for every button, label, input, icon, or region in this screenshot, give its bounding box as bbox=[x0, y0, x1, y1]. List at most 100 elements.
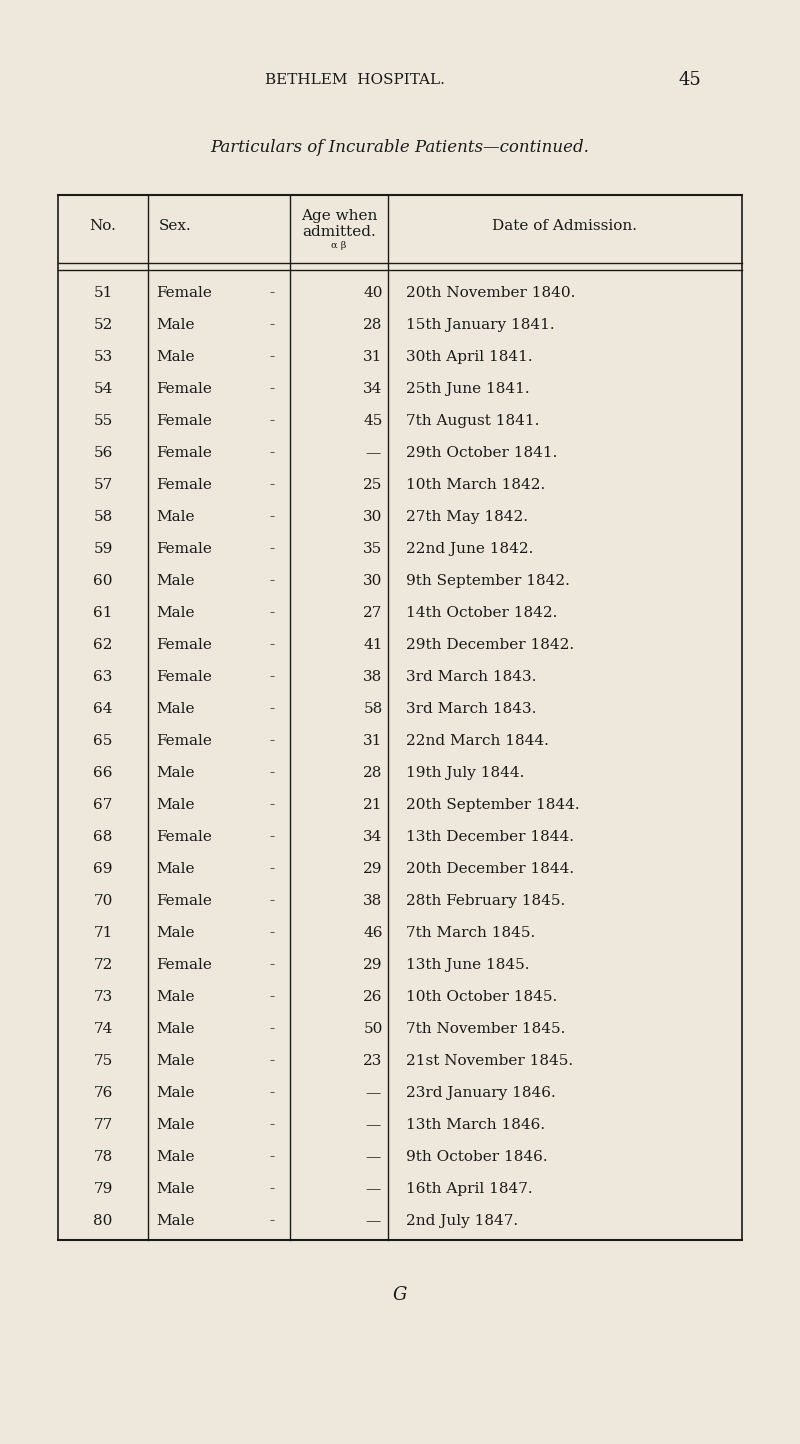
Text: 58: 58 bbox=[363, 702, 382, 716]
Text: -: - bbox=[270, 318, 274, 332]
Text: 51: 51 bbox=[94, 286, 113, 300]
Text: 20th September 1844.: 20th September 1844. bbox=[406, 797, 580, 812]
Text: 56: 56 bbox=[94, 446, 113, 459]
Text: Male: Male bbox=[156, 1181, 194, 1196]
Text: 13th March 1846.: 13th March 1846. bbox=[406, 1118, 545, 1132]
Text: -: - bbox=[270, 542, 274, 556]
Text: Age when: Age when bbox=[301, 208, 377, 222]
Text: —: — bbox=[366, 446, 381, 459]
Text: Male: Male bbox=[156, 1213, 194, 1227]
Text: Date of Admission.: Date of Admission. bbox=[493, 218, 638, 232]
Text: 78: 78 bbox=[94, 1149, 113, 1164]
Text: -: - bbox=[270, 670, 274, 683]
Text: Female: Female bbox=[156, 670, 212, 683]
Text: Male: Male bbox=[156, 1086, 194, 1100]
Text: Female: Female bbox=[156, 957, 212, 972]
Text: 25: 25 bbox=[363, 478, 382, 491]
Text: 45: 45 bbox=[678, 71, 702, 90]
Text: 23: 23 bbox=[363, 1054, 382, 1067]
Text: α β: α β bbox=[331, 241, 346, 250]
Text: admitted.: admitted. bbox=[302, 225, 376, 238]
Text: G: G bbox=[393, 1287, 407, 1304]
Text: Female: Female bbox=[156, 638, 212, 651]
Text: 80: 80 bbox=[94, 1213, 113, 1227]
Text: Female: Female bbox=[156, 446, 212, 459]
Text: -: - bbox=[270, 1213, 274, 1227]
Text: -: - bbox=[270, 349, 274, 364]
Text: -: - bbox=[270, 1149, 274, 1164]
Text: 77: 77 bbox=[94, 1118, 113, 1132]
Text: 70: 70 bbox=[94, 894, 113, 908]
Text: 52: 52 bbox=[94, 318, 113, 332]
Text: 29th October 1841.: 29th October 1841. bbox=[406, 446, 558, 459]
Text: 38: 38 bbox=[363, 894, 382, 908]
Text: 27: 27 bbox=[363, 605, 382, 619]
Text: -: - bbox=[270, 381, 274, 396]
Text: 31: 31 bbox=[363, 734, 382, 748]
Text: -: - bbox=[270, 510, 274, 524]
Text: 15th January 1841.: 15th January 1841. bbox=[406, 318, 554, 332]
Text: Female: Female bbox=[156, 381, 212, 396]
Text: -: - bbox=[270, 573, 274, 588]
Text: 13th December 1844.: 13th December 1844. bbox=[406, 830, 574, 843]
Text: 50: 50 bbox=[363, 1022, 382, 1035]
Text: 73: 73 bbox=[94, 989, 113, 1004]
Text: -: - bbox=[270, 1118, 274, 1132]
Text: -: - bbox=[270, 1054, 274, 1067]
Text: 72: 72 bbox=[94, 957, 113, 972]
Text: 64: 64 bbox=[94, 702, 113, 716]
Text: 29: 29 bbox=[363, 957, 382, 972]
Text: 3rd March 1843.: 3rd March 1843. bbox=[406, 670, 536, 683]
Text: 26: 26 bbox=[363, 989, 382, 1004]
Text: 46: 46 bbox=[363, 926, 382, 940]
Text: 57: 57 bbox=[94, 478, 113, 491]
Text: 27th May 1842.: 27th May 1842. bbox=[406, 510, 528, 524]
Text: 10th October 1845.: 10th October 1845. bbox=[406, 989, 558, 1004]
Text: Male: Male bbox=[156, 318, 194, 332]
Text: 79: 79 bbox=[94, 1181, 113, 1196]
Text: Female: Female bbox=[156, 286, 212, 300]
Text: 54: 54 bbox=[94, 381, 113, 396]
Text: 28: 28 bbox=[363, 318, 382, 332]
Text: 53: 53 bbox=[94, 349, 113, 364]
Text: Female: Female bbox=[156, 734, 212, 748]
Text: —: — bbox=[366, 1213, 381, 1227]
Text: 21st November 1845.: 21st November 1845. bbox=[406, 1054, 573, 1067]
Text: 67: 67 bbox=[94, 797, 113, 812]
Text: 69: 69 bbox=[94, 862, 113, 875]
Text: Male: Male bbox=[156, 1022, 194, 1035]
Text: 63: 63 bbox=[94, 670, 113, 683]
Text: 28: 28 bbox=[363, 765, 382, 780]
Text: 65: 65 bbox=[94, 734, 113, 748]
Text: 66: 66 bbox=[94, 765, 113, 780]
Text: Male: Male bbox=[156, 510, 194, 524]
Text: -: - bbox=[270, 830, 274, 843]
Text: 20th December 1844.: 20th December 1844. bbox=[406, 862, 574, 875]
Text: 9th October 1846.: 9th October 1846. bbox=[406, 1149, 548, 1164]
Text: Male: Male bbox=[156, 349, 194, 364]
Text: 30: 30 bbox=[363, 573, 382, 588]
Text: 35: 35 bbox=[363, 542, 382, 556]
Text: 29th December 1842.: 29th December 1842. bbox=[406, 638, 574, 651]
Text: Male: Male bbox=[156, 926, 194, 940]
Text: 68: 68 bbox=[94, 830, 113, 843]
Text: 34: 34 bbox=[363, 381, 382, 396]
Text: Male: Male bbox=[156, 797, 194, 812]
Text: 76: 76 bbox=[94, 1086, 113, 1100]
Text: 23rd January 1846.: 23rd January 1846. bbox=[406, 1086, 556, 1100]
Text: 45: 45 bbox=[363, 413, 382, 427]
Text: -: - bbox=[270, 286, 274, 300]
Text: -: - bbox=[270, 413, 274, 427]
Text: Male: Male bbox=[156, 765, 194, 780]
Text: 34: 34 bbox=[363, 830, 382, 843]
Text: 21: 21 bbox=[363, 797, 382, 812]
Text: 20th November 1840.: 20th November 1840. bbox=[406, 286, 575, 300]
Text: —: — bbox=[366, 1181, 381, 1196]
Text: Female: Female bbox=[156, 413, 212, 427]
Text: 14th October 1842.: 14th October 1842. bbox=[406, 605, 558, 619]
Text: 60: 60 bbox=[94, 573, 113, 588]
Text: -: - bbox=[270, 1181, 274, 1196]
Text: 19th July 1844.: 19th July 1844. bbox=[406, 765, 524, 780]
Text: 3rd March 1843.: 3rd March 1843. bbox=[406, 702, 536, 716]
Text: 22nd March 1844.: 22nd March 1844. bbox=[406, 734, 549, 748]
